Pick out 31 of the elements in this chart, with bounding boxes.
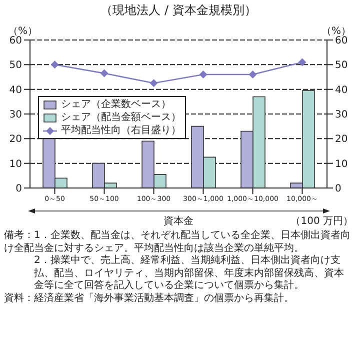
y-tick-label: 10 <box>9 158 22 170</box>
point <box>100 69 108 78</box>
y2-tick-label: 30 <box>335 110 348 121</box>
y-tick-label: 50 <box>9 60 22 72</box>
legend-label: シェア（企業数ベース） <box>61 98 171 111</box>
y2-axis-title: （%） <box>321 25 351 37</box>
y2-tick-label: 20 <box>335 134 348 146</box>
y-tick-label: 40 <box>9 84 22 96</box>
text: 備考：1．企業数、配当金は、それぞれ配当している全企業、日本側出資者向け全配当金に対するシェア。平均配当性向は該当企業の単純平均。 <box>4 230 352 254</box>
point <box>298 58 306 66</box>
text: 2．操業中で、売上高、経常利益、当期純利益、日本側出資者向け支払、配当、ロイヤリティ、当期内部留保、年度末内部留保残高、資本金等に全て回答を記入している企業について個票から集計。 <box>33 255 345 292</box>
y2-tick-label: 40 <box>335 84 348 96</box>
point <box>248 70 257 79</box>
text: 資料：経済産業省「海外事業活動基本調査」の個票から再集計。 <box>4 292 295 305</box>
y-tick-label: 0 <box>16 184 22 195</box>
legend-label: 平均配当性向（右目盛り） <box>61 124 181 137</box>
point <box>150 79 158 88</box>
y2-tick-label: 60 <box>335 36 348 47</box>
y-axis-title: （%） <box>8 25 38 37</box>
y2-tick-label: 10 <box>335 158 348 170</box>
point <box>199 70 208 79</box>
y2-tick-label: 50 <box>335 60 348 72</box>
chart-title: （現地法人 / 資本金規模別） <box>100 2 258 19</box>
legend-label: シェア（配当金額ベース） <box>61 111 181 124</box>
text: （100 万円） <box>290 215 353 228</box>
point <box>50 60 59 69</box>
y2-tick-label: 0 <box>335 184 342 195</box>
y-tick-label: 30 <box>9 110 22 121</box>
x-axis-title: 資本金 <box>164 216 194 227</box>
y-tick-label: 20 <box>9 134 22 146</box>
y-tick-label: 60 <box>9 36 22 47</box>
